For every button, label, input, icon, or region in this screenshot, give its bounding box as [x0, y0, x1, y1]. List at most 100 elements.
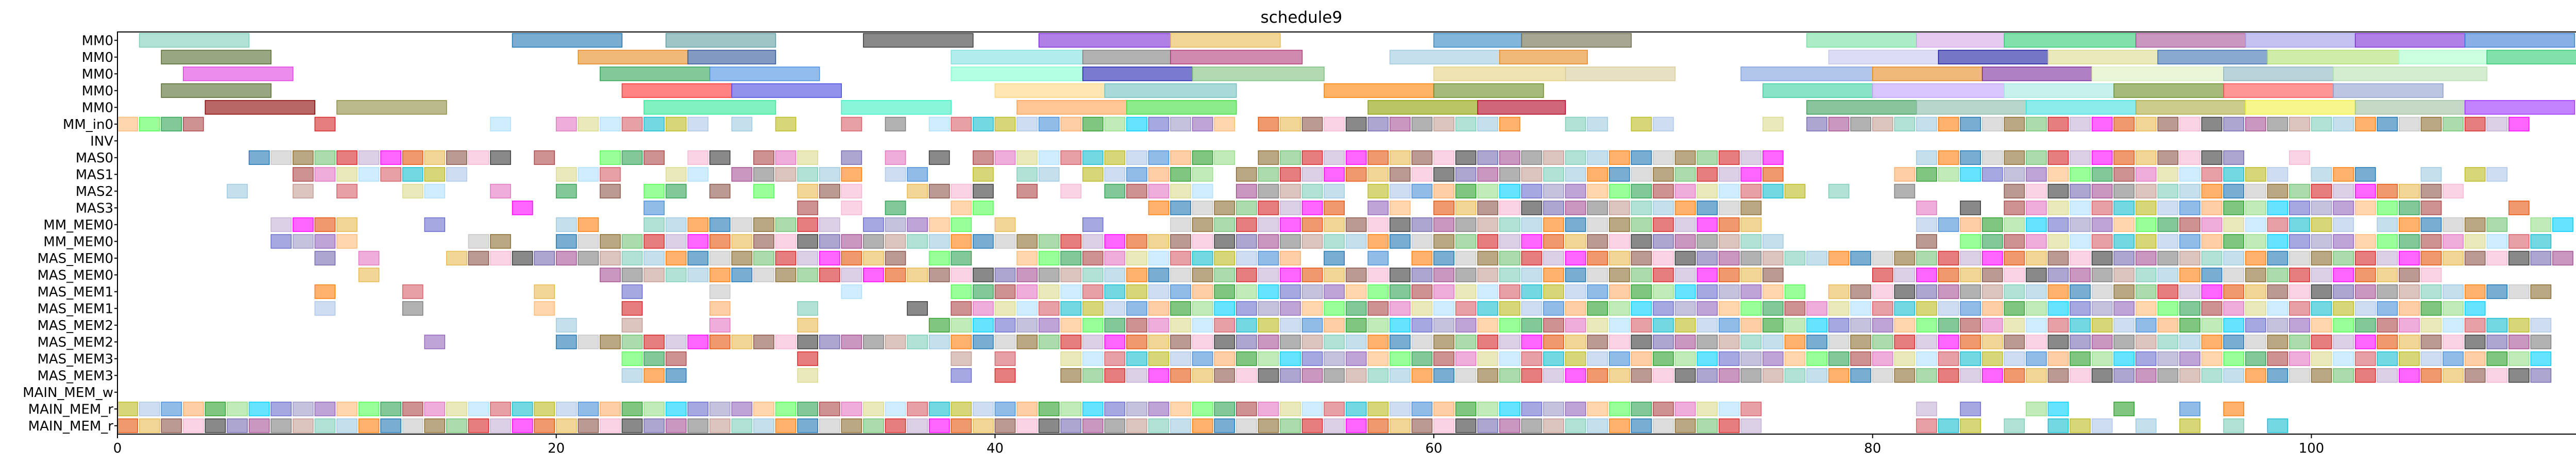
- task-bar: [2047, 284, 2069, 299]
- task-bar: [1762, 251, 1784, 266]
- task-bar: [951, 402, 972, 417]
- task-bar: [1608, 251, 1630, 266]
- task-bar: [2135, 217, 2157, 232]
- task-bar: [2091, 284, 2113, 299]
- task-bar: [2004, 217, 2025, 232]
- task-bar: [1477, 301, 1499, 316]
- task-bar: [292, 217, 314, 232]
- task-bar: [1740, 318, 1762, 333]
- task-bar: [665, 402, 687, 417]
- task-bar: [2091, 368, 2113, 383]
- task-bar: [1170, 318, 1191, 333]
- task-bar: [600, 117, 621, 131]
- task-bar: [1697, 402, 1718, 417]
- task-bar: [2289, 117, 2310, 131]
- task-bar: [2091, 201, 2113, 216]
- task-bar: [2113, 301, 2135, 316]
- task-bar: [1214, 150, 1235, 165]
- task-bar: [2354, 284, 2376, 299]
- task-bar: [1850, 318, 1872, 333]
- task-bar: [731, 117, 753, 131]
- task-bar: [1126, 301, 1147, 316]
- task-bar: [2157, 117, 2179, 131]
- task-bar: [973, 335, 994, 350]
- task-bar: [1082, 402, 1104, 417]
- task-bar: [1960, 234, 1981, 249]
- task-bar: [928, 251, 950, 266]
- task-bar: [1082, 67, 1193, 81]
- task-bar: [1104, 184, 1126, 198]
- task-bar: [1631, 184, 1652, 198]
- task-bar: [2289, 201, 2310, 216]
- task-bar: [468, 150, 489, 165]
- task-bar: [2289, 284, 2310, 299]
- task-bar: [1104, 402, 1126, 417]
- task-bar: [1126, 402, 1147, 417]
- task-bar: [665, 184, 687, 198]
- task-bar: [402, 301, 423, 316]
- task-bar: [1082, 268, 1104, 283]
- task-bar: [2113, 83, 2224, 98]
- task-bar: [2552, 217, 2573, 232]
- task-bar: [2070, 201, 2091, 216]
- task-bar: [1784, 335, 1806, 350]
- task-bar: [1631, 234, 1652, 249]
- task-bar: [1565, 284, 1586, 299]
- task-bar: [292, 402, 314, 417]
- task-bar: [621, 351, 643, 366]
- task-bar: [819, 402, 840, 417]
- task-bar: [2179, 284, 2200, 299]
- task-bar: [2135, 301, 2157, 316]
- task-bar: [2420, 284, 2442, 299]
- task-bar: [1653, 402, 1674, 417]
- task-bar: [2135, 351, 2157, 366]
- task-bar: [1170, 368, 1191, 383]
- task-bar: [2267, 167, 2289, 182]
- task-bar: [555, 335, 577, 350]
- task-bar: [841, 284, 862, 299]
- task-bar: [841, 335, 862, 350]
- task-bar: [643, 117, 665, 131]
- task-bar: [2398, 284, 2420, 299]
- task-bar: [1608, 167, 1630, 182]
- task-bar: [665, 217, 687, 232]
- task-bar: [2070, 351, 2091, 366]
- task-bar: [1631, 335, 1652, 350]
- task-bar: [424, 418, 446, 433]
- task-bar: [1280, 318, 1301, 333]
- task-bar: [1104, 301, 1126, 316]
- task-bar: [2420, 318, 2442, 333]
- task-bar: [687, 49, 776, 64]
- task-bar: [753, 418, 774, 433]
- task-bar: [2486, 167, 2508, 182]
- task-bar: [1894, 301, 1916, 316]
- task-bar: [1214, 335, 1235, 350]
- task-bar: [1192, 268, 1213, 283]
- task-bar: [1126, 100, 1237, 115]
- task-bar: [578, 402, 599, 417]
- task-bar: [1608, 234, 1630, 249]
- task-bar: [1762, 301, 1784, 316]
- task-bar: [1653, 335, 1674, 350]
- task-bar: [2026, 150, 2047, 165]
- task-bar: [1324, 167, 1345, 182]
- task-bar: [973, 234, 994, 249]
- task-bar: [1104, 234, 1126, 249]
- task-bar: [973, 301, 994, 316]
- task-bar: [1148, 234, 1170, 249]
- task-bar: [1433, 402, 1454, 417]
- task-bar: [1608, 301, 1630, 316]
- task-bar: [841, 100, 952, 115]
- task-bar: [1521, 368, 1543, 383]
- task-bar: [1762, 318, 1784, 333]
- task-bar: [1762, 167, 1784, 182]
- task-bar: [2091, 418, 2113, 433]
- task-bar: [2333, 301, 2354, 316]
- task-bar: [2113, 268, 2135, 283]
- task-bar: [1367, 284, 1389, 299]
- row-label: MM_MEM0: [43, 234, 113, 250]
- task-bar: [1674, 167, 1696, 182]
- row-label: MAIN_MEM_w: [23, 385, 113, 401]
- task-bar: [1126, 318, 1147, 333]
- task-bar: [643, 418, 665, 433]
